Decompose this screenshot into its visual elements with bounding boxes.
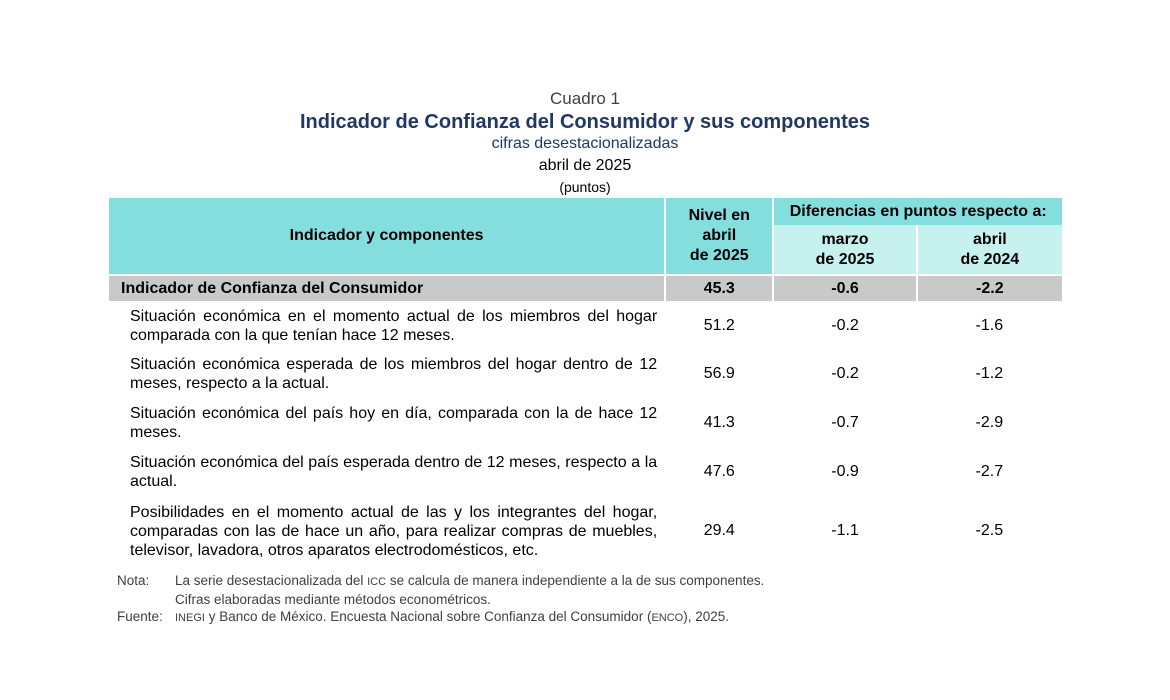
source-enco-abbr: ENCO: [651, 612, 684, 624]
component-diff-month: -0.9: [831, 462, 859, 480]
confidence-table: Indicador y componentes Nivel en abril d…: [109, 198, 1062, 566]
component-level: 29.4: [703, 522, 735, 539]
header-prev-year-line2: de 2024: [960, 250, 1020, 268]
component-label: Situación económica esperada de los miem…: [130, 356, 658, 392]
header-prev-month-line1: marzo: [821, 230, 869, 248]
header-prev-year-line1: abril: [972, 230, 1007, 248]
table-row: Situación económica del país esperada de…: [109, 447, 1062, 496]
note-line-2: Cifras elaboradas mediante métodos econo…: [175, 592, 491, 607]
component-diff-year: -2.7: [975, 462, 1004, 480]
footnotes: Nota: La serie desestacionalizada del ICC…: [117, 572, 764, 627]
component-diff-month: -1.1: [831, 522, 859, 539]
table-number: Cuadro 1: [550, 89, 620, 108]
component-label: Situación económica del país hoy en día,…: [130, 404, 658, 441]
table-date: abril de 2025: [538, 157, 632, 174]
header-level-line2: abril: [702, 227, 737, 244]
table-row: Situación económica esperada de los miem…: [109, 350, 1062, 398]
table-row: Posibilidades en el momento actual de la…: [109, 496, 1062, 566]
table-row-total: Indicador de Confianza del Consumidor 45…: [109, 274, 1062, 301]
component-level: 51.2: [703, 316, 735, 334]
note-text-post: se calcula de manera independiente a la …: [386, 573, 765, 588]
total-level: 45.3: [665, 274, 775, 301]
table-row: Situación económica en el momento actual…: [109, 301, 1062, 350]
total-label: Indicador de Confianza del Consumidor: [109, 274, 667, 301]
component-diff-year: -1.2: [975, 365, 1004, 382]
component-diff-month: -0.2: [831, 316, 859, 334]
header-indicator-label: Indicador y componentes: [289, 227, 484, 244]
note-icc-abbr: ICC: [367, 576, 387, 588]
component-diff-month: -0.7: [831, 413, 859, 431]
header-level-line3: de 2025: [689, 247, 749, 264]
header-level-line1: Nivel en: [688, 207, 750, 224]
component-level: 56.9: [703, 365, 735, 382]
header-level: Nivel en abril de 2025: [665, 198, 775, 275]
header-differences: Diferencias en puntos respecto a:: [773, 198, 1062, 226]
total-diff-month: -0.6: [773, 274, 918, 301]
source-inegi-abbr: INEGI: [175, 612, 205, 624]
header-indicator: Indicador y componentes: [109, 198, 667, 275]
component-label: Posibilidades en el momento actual de la…: [130, 503, 658, 559]
source-text-end: ), 2025.: [683, 609, 729, 624]
header-prev-month-line2: de 2025: [815, 250, 875, 268]
table-title: Indicador de Confianza del Consumidor y …: [299, 111, 871, 133]
source-line: Fuente: INEGI y Banco de México. Encuesta…: [117, 608, 764, 627]
table-row: Situación económica del país hoy en día,…: [109, 398, 1062, 447]
source-label: Fuente:: [117, 609, 163, 624]
header-prev-month: marzo de 2025: [773, 225, 918, 275]
table-subtitle: cifras desestacionalizadas: [491, 135, 679, 152]
component-label: Situación económica en el momento actual…: [130, 307, 658, 344]
table-unit: (puntos): [559, 179, 611, 195]
component-diff-year: -2.5: [975, 522, 1004, 539]
component-level: 41.3: [703, 413, 735, 431]
component-diff-year: -2.9: [975, 413, 1004, 431]
component-label: Situación económica del país esperada de…: [130, 453, 658, 490]
note-label: Nota:: [117, 573, 150, 588]
component-diff-year: -1.6: [975, 316, 1004, 334]
total-diff-year: -2.2: [916, 274, 1062, 301]
component-diff-month: -0.2: [831, 365, 859, 382]
source-text-mid: y Banco de México. Encuesta Nacional sob…: [204, 609, 652, 624]
note-text-pre: La serie desestacionalizada del: [175, 573, 368, 588]
header-prev-year: abril de 2024: [916, 225, 1062, 275]
component-level: 47.6: [703, 462, 735, 480]
note-line: Nota: La serie desestacionalizada del ICC…: [117, 572, 764, 591]
